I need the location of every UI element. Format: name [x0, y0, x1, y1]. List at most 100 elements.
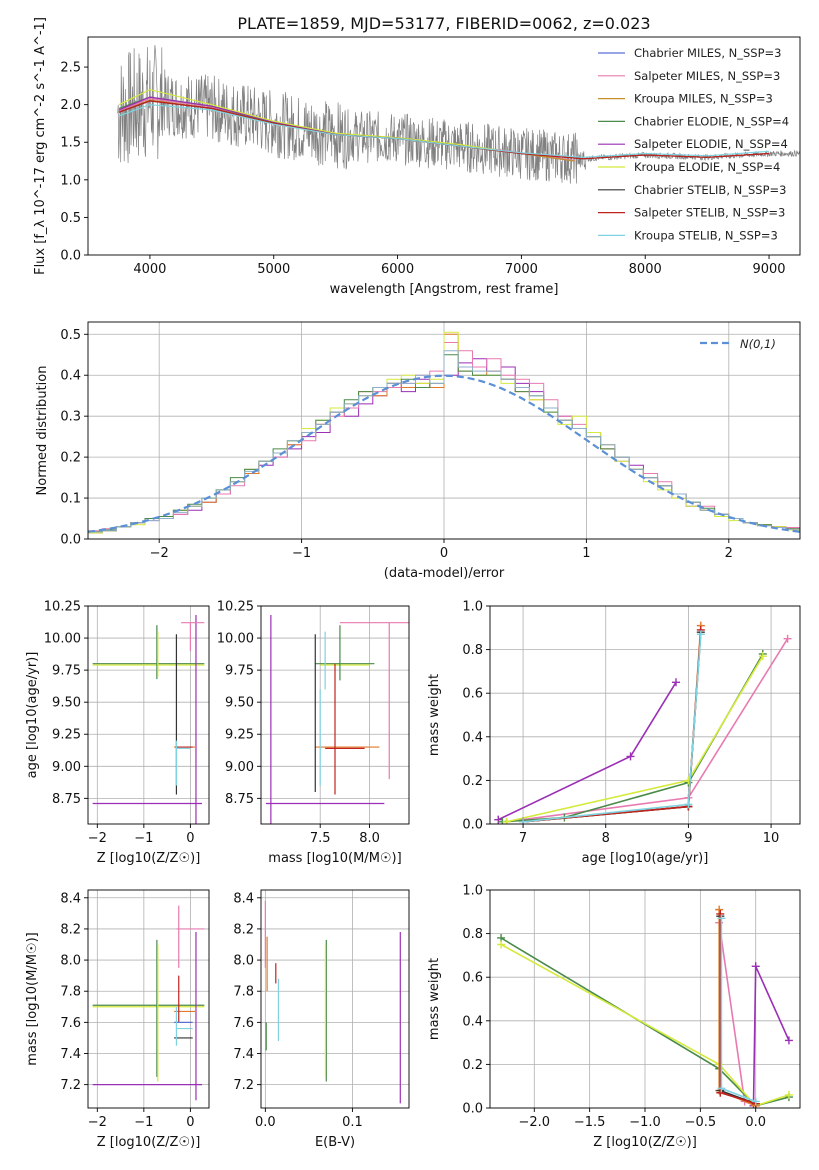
weight-series-line — [718, 909, 757, 1107]
observed-spectrum — [117, 45, 800, 184]
y-tick-label: 0.5 — [60, 211, 81, 226]
weight-series-line — [523, 625, 702, 823]
y-tick-label: 8.4 — [60, 891, 81, 906]
legend-label: Salpeter MILES, N_SSP=3 — [634, 69, 780, 83]
x-tick-label: −1 — [134, 831, 153, 846]
x-tick-label: −1 — [134, 1115, 153, 1130]
x-tick-label: 9 — [684, 831, 692, 846]
plot-area — [264, 900, 401, 1104]
x-tick-label: 1 — [582, 546, 590, 561]
mass-vs-z-chart: −2 −1 0 7.2 7.4 7.6 7.8 8.0 8.2 8.4 Z [log10(Z/Z☉)… — [25, 889, 210, 1150]
y-tick-label: 8.75 — [225, 792, 254, 807]
y-tick-label: 9.00 — [225, 760, 254, 775]
data-point-marker — [716, 1088, 725, 1097]
y-tick-label: 7.8 — [60, 985, 81, 1000]
y-tick-label: 8.2 — [60, 922, 81, 937]
x-tick-label: −1.5 — [574, 1115, 606, 1130]
y-tick-label: 0.2 — [60, 451, 81, 466]
y-tick-label: 1.0 — [60, 173, 81, 188]
residual-histogram: −2 −1 0 1 2 0.0 0.1 0.2 0.3 0.4 0.5 (data-model)/er… — [35, 321, 801, 581]
weight-series-line — [718, 922, 756, 1107]
x-axis-label: (data-model)/error — [384, 566, 505, 581]
age-vs-mass-chart: 7.5 8.0 8.75 9.00 9.25 9.50 9.75 10.00 10.25 mass… — [217, 600, 410, 866]
data-point-marker — [751, 1097, 760, 1106]
legend: Chabrier MILES, N_SSP=3 Salpeter MILES, N… — [598, 46, 789, 242]
axes-frame — [489, 605, 801, 825]
x-tick-label: 4000 — [133, 262, 166, 277]
y-tick-label: 0.3 — [60, 410, 81, 425]
y-tick-label: 9.50 — [52, 696, 81, 711]
weight-series-line — [523, 632, 702, 823]
y-tick-label: 9.25 — [52, 728, 81, 743]
x-tick-label: 7.5 — [310, 831, 331, 846]
x-tick-label: 8000 — [629, 262, 662, 277]
chart-title: PLATE=1859, MJD=53177, FIBERID=0062, z=0… — [237, 14, 650, 33]
data-point-marker — [519, 817, 528, 824]
x-tick-label: 6000 — [381, 262, 414, 277]
x-tick-label: 9000 — [752, 262, 785, 277]
y-tick-label: 7.4 — [60, 1047, 81, 1062]
data-point-marker — [784, 1090, 793, 1099]
data-point-marker — [626, 752, 635, 761]
y-tick-label: 7.6 — [60, 1016, 81, 1031]
y-tick-label: 0.2 — [462, 774, 483, 789]
x-axis-label: Z [log10(Z/Z☉)] — [97, 1135, 201, 1150]
x-tick-label: −2 — [150, 546, 169, 561]
y-tick-label: 9.25 — [225, 728, 254, 743]
weight-series-line — [502, 653, 764, 823]
data-point-marker — [784, 1036, 793, 1045]
axes-frame — [260, 605, 410, 825]
plot-area — [88, 331, 800, 539]
y-tick-label: 0.4 — [60, 369, 81, 384]
y-tick-label: 1.0 — [462, 884, 483, 899]
normal-reference-curve — [88, 374, 800, 533]
y-axis-label: age [log10(age/yr)] — [25, 652, 40, 779]
x-axis-label: age [log10(age/yr)] — [582, 851, 709, 866]
y-tick-label: 7.8 — [233, 985, 254, 1000]
data-point-marker — [497, 940, 506, 949]
data-point-marker — [684, 776, 693, 785]
data-point-marker — [672, 678, 680, 687]
y-tick-label: 7.2 — [60, 1078, 81, 1093]
y-tick-label: 10.00 — [217, 632, 254, 647]
legend-label: Kroupa ELODIE, N_SSP=4 — [634, 160, 780, 174]
weight-series-line — [523, 634, 702, 823]
x-tick-label: −2 — [88, 1115, 107, 1130]
x-tick-label: 10 — [763, 831, 780, 846]
y-tick-label: 1.5 — [60, 136, 81, 151]
y-tick-label: 1.0 — [462, 600, 483, 615]
weight-series-line — [500, 943, 790, 1107]
y-axis-label: mass weight — [427, 674, 442, 756]
y-tick-label: 0.0 — [462, 818, 483, 833]
data-point-marker — [717, 914, 726, 923]
x-axis-label: Z [log10(Z/Z☉)] — [593, 1135, 697, 1150]
x-tick-label: 7 — [519, 831, 527, 846]
grid — [88, 890, 209, 1108]
legend-label: Chabrier MILES, N_SSP=3 — [634, 46, 781, 60]
x-tick-label: 0.1 — [342, 1115, 363, 1130]
y-tick-label: 0.4 — [462, 1014, 483, 1029]
y-tick-label: 2.0 — [60, 98, 81, 113]
data-point-marker — [696, 630, 705, 639]
x-tick-label: 7000 — [505, 262, 538, 277]
y-tick-label: 7.4 — [233, 1047, 254, 1062]
axes-frame — [87, 889, 210, 1109]
y-tick-label: 0.2 — [462, 1058, 483, 1073]
y-tick-label: 9.50 — [225, 696, 254, 711]
y-tick-label: 10.25 — [217, 600, 254, 615]
y-axis-label: mass weight — [427, 958, 442, 1040]
x-tick-label: 0 — [186, 831, 194, 846]
x-tick-label: 0 — [440, 546, 448, 561]
legend-label: Salpeter ELODIE, N_SSP=4 — [634, 137, 788, 151]
y-tick-label: 0.1 — [60, 492, 81, 507]
data-point-marker — [716, 909, 725, 918]
legend-label: Kroupa MILES, N_SSP=3 — [634, 92, 773, 106]
y-tick-label: 8.0 — [233, 954, 254, 969]
plot-area — [494, 621, 792, 824]
data-point-marker — [715, 905, 724, 914]
x-tick-label: −1.0 — [629, 1115, 661, 1130]
x-tick-label: 0.0 — [255, 1115, 276, 1130]
x-tick-label: 0 — [186, 1115, 194, 1130]
x-tick-label: 5000 — [257, 262, 290, 277]
